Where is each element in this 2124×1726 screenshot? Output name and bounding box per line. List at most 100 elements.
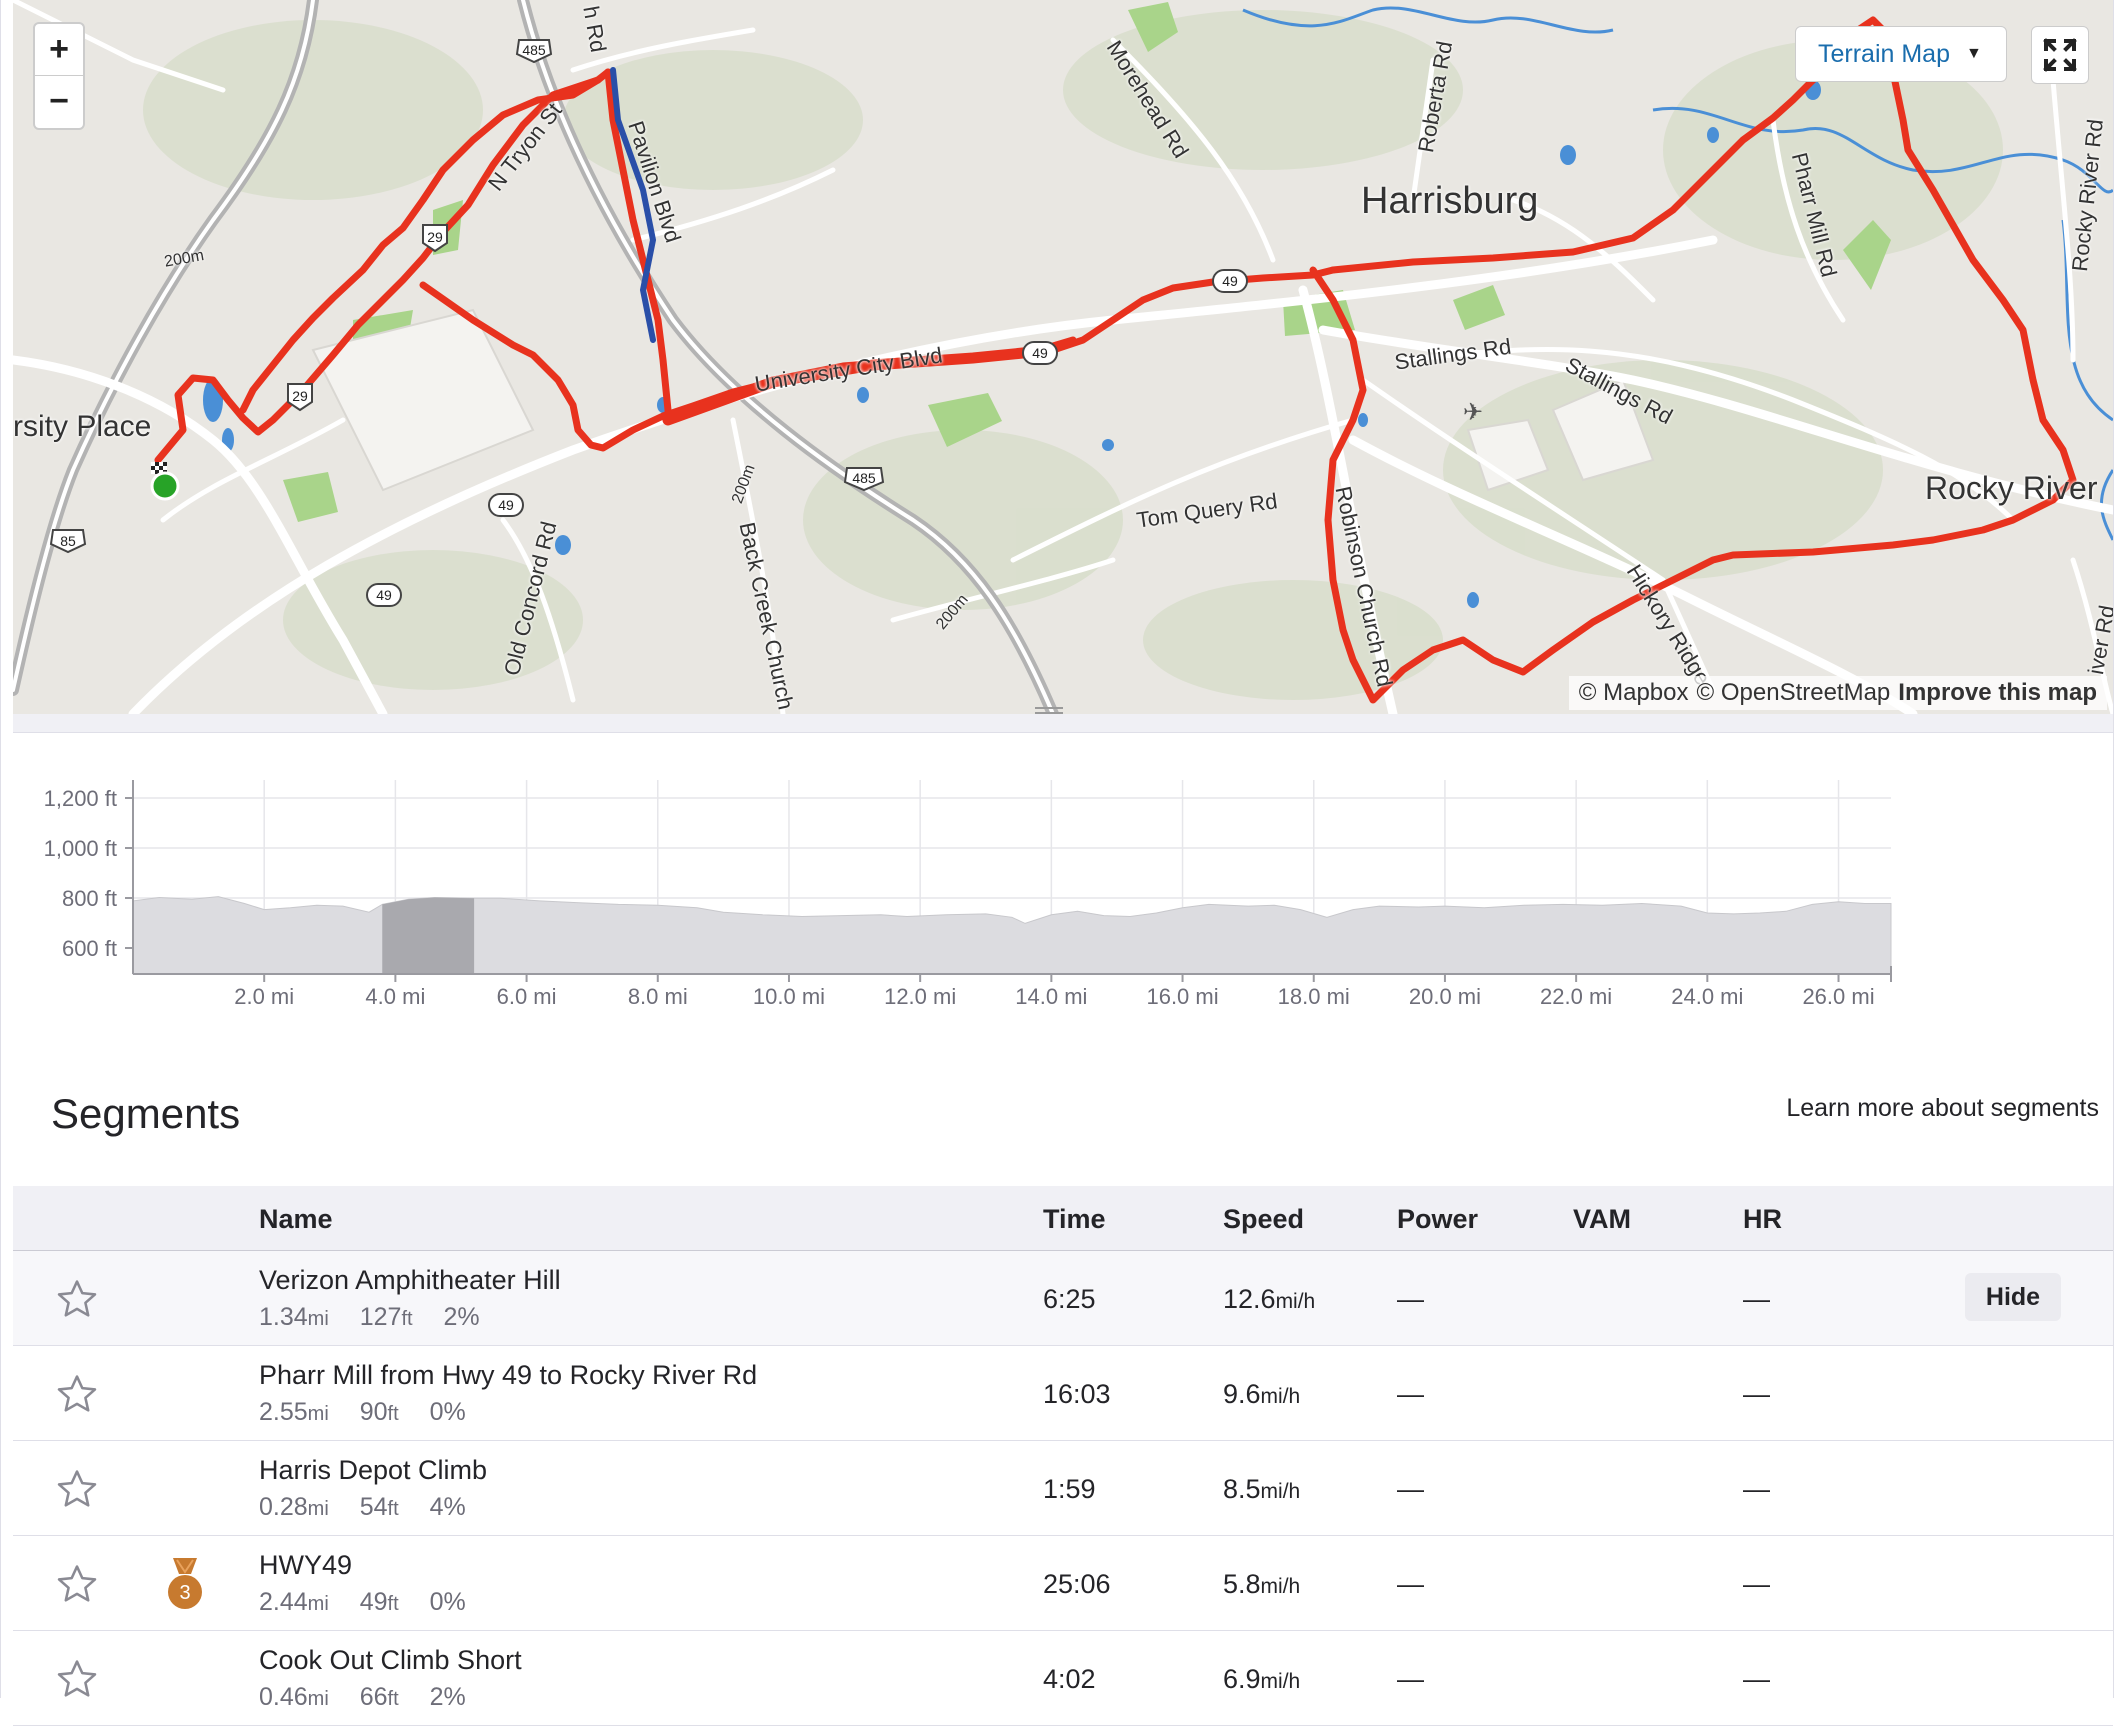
- segments-table: Name Time Speed Power VAM HR Verizon Amp…: [13, 1186, 2113, 1726]
- segment-power: —: [1397, 1474, 1424, 1504]
- segment-hr: —: [1743, 1379, 1770, 1409]
- zoom-in-button[interactable]: +: [49, 30, 69, 68]
- elevation-y-tick-label: 600 ft: [62, 936, 117, 961]
- star-icon[interactable]: [55, 1657, 99, 1701]
- segment-distance: 2.44: [259, 1588, 308, 1616]
- svg-text:49: 49: [498, 497, 514, 513]
- svg-text:49: 49: [376, 587, 392, 603]
- map-canvas[interactable]: ✈ 485 485 29 29 49 49 85 49 49: [13, 0, 2113, 714]
- elevation-x-tick-label: 12.0 mi: [884, 984, 956, 1009]
- segment-distance: 0.46: [259, 1683, 308, 1711]
- elevation-x-tick-label: 24.0 mi: [1671, 984, 1743, 1009]
- segment-name-link[interactable]: HWY49: [259, 1550, 353, 1580]
- elevation-x-tick-label: 14.0 mi: [1015, 984, 1087, 1009]
- segment-speed: 9.6mi/h: [1223, 1379, 1300, 1410]
- segment-elevation-unit: ft: [387, 1403, 399, 1425]
- segment-name-link[interactable]: Cook Out Climb Short: [259, 1645, 522, 1675]
- star-icon[interactable]: [55, 1372, 99, 1416]
- segment-grade: 0%: [429, 1588, 466, 1616]
- shield-i485-mid: 485: [843, 467, 885, 492]
- hide-segment-button[interactable]: Hide: [1965, 1273, 2061, 1321]
- segment-row[interactable]: 3 HWY49 2.44mi 49ft 0% 25:06 5.8mi/h — —: [13, 1536, 2113, 1631]
- segment-power: —: [1397, 1569, 1424, 1599]
- zoom-out-button[interactable]: −: [35, 75, 83, 127]
- segment-name-link[interactable]: Harris Depot Climb: [259, 1455, 488, 1485]
- shield-us29-b: 29: [287, 383, 313, 412]
- elevation-x-tick-label: 6.0 mi: [497, 984, 557, 1009]
- segments-table-body: Verizon Amphitheater Hill 1.34mi 127ft 2…: [13, 1251, 2113, 1726]
- column-time[interactable]: Time: [1043, 1204, 1106, 1234]
- segment-stats: 2.55mi 90ft 0%: [259, 1398, 490, 1427]
- column-speed[interactable]: Speed: [1223, 1204, 1305, 1234]
- segment-time: 6:25: [1043, 1284, 1096, 1314]
- star-icon[interactable]: [55, 1562, 99, 1606]
- segment-speed-unit: mi/h: [1260, 1480, 1301, 1503]
- map-resize-bar[interactable]: [13, 714, 2113, 733]
- label-university-place: rsity Place: [13, 410, 152, 443]
- segment-hr: —: [1743, 1284, 1770, 1314]
- elevation-y-tick-label: 1,000 ft: [44, 836, 117, 861]
- segment-name-link[interactable]: Verizon Amphitheater Hill: [259, 1265, 561, 1295]
- segment-speed: 5.8mi/h: [1223, 1569, 1300, 1600]
- segment-speed-value: 9.6: [1223, 1379, 1261, 1409]
- svg-text:485: 485: [852, 470, 876, 486]
- elevation-chart[interactable]: 1,200 ft 1,000 ft 800 ft 600 ft 2.0 mi 4.0 mi…: [1, 740, 2113, 1040]
- segment-elevation: 54: [359, 1493, 388, 1521]
- label-harrisburg: Harrisburg: [1361, 180, 1539, 222]
- svg-text:485: 485: [522, 42, 546, 58]
- resize-handle-icon[interactable]: [1029, 704, 1069, 718]
- segment-elevation-unit: ft: [387, 1498, 399, 1520]
- segment-grade: 2%: [443, 1303, 480, 1331]
- elevation-x-tick-label: 26.0 mi: [1802, 984, 1874, 1009]
- segment-elevation: 49: [359, 1588, 388, 1616]
- svg-text:85: 85: [60, 533, 76, 549]
- segment-grade: 2%: [429, 1683, 466, 1711]
- elevation-x-tick-label: 22.0 mi: [1540, 984, 1612, 1009]
- segment-elevation: 90: [359, 1398, 388, 1426]
- fullscreen-button[interactable]: [2031, 26, 2089, 84]
- segment-distance: 2.55: [259, 1398, 308, 1426]
- column-hr[interactable]: HR: [1743, 1204, 1782, 1234]
- learn-more-segments-link[interactable]: Learn more about segments: [1786, 1094, 2099, 1122]
- elevation-x-tick-label: 20.0 mi: [1409, 984, 1481, 1009]
- medal-rank: 3: [179, 1582, 190, 1604]
- finish-flag-icon: [151, 462, 167, 474]
- segment-elevation-unit: ft: [387, 1688, 399, 1710]
- mapbox-attribution-link[interactable]: © Mapbox: [1578, 679, 1689, 706]
- star-icon[interactable]: [55, 1467, 99, 1511]
- map-type-label: Terrain Map: [1818, 39, 1950, 68]
- star-icon[interactable]: [55, 1277, 99, 1321]
- segment-name-link[interactable]: Pharr Mill from Hwy 49 to Rocky River Rd: [259, 1360, 758, 1390]
- segment-power: —: [1397, 1284, 1424, 1314]
- route-map[interactable]: ✈ 485 485 29 29 49 49 85 49 49 rsity Pla…: [13, 0, 2113, 714]
- segment-power: —: [1397, 1664, 1424, 1694]
- column-vam[interactable]: VAM: [1573, 1204, 1631, 1234]
- segment-grade: 4%: [429, 1493, 466, 1521]
- elevation-x-tick-label: 2.0 mi: [234, 984, 294, 1009]
- map-type-dropdown[interactable]: Terrain Map ▼: [1795, 26, 2007, 82]
- improve-map-link[interactable]: Improve this map: [1898, 679, 2097, 706]
- osm-attribution-link[interactable]: © OpenStreetMap: [1696, 679, 1891, 706]
- segment-row[interactable]: Pharr Mill from Hwy 49 to Rocky River Rd…: [13, 1346, 2113, 1441]
- shield-route49-c: 49: [1022, 341, 1058, 365]
- segment-speed: 6.9mi/h: [1223, 1664, 1300, 1695]
- svg-text:29: 29: [292, 388, 308, 404]
- segment-hr: —: [1743, 1664, 1770, 1694]
- column-power[interactable]: Power: [1397, 1204, 1479, 1234]
- segment-distance: 1.34: [259, 1303, 308, 1331]
- segment-row[interactable]: Verizon Amphitheater Hill 1.34mi 127ft 2…: [13, 1251, 2113, 1346]
- elevation-highlight-segment: [382, 897, 475, 974]
- elevation-x-tick-label: 8.0 mi: [628, 984, 688, 1009]
- segment-speed-value: 6.9: [1223, 1664, 1261, 1694]
- segment-row[interactable]: Cook Out Climb Short 0.46mi 66ft 2% 4:02…: [13, 1631, 2113, 1726]
- shield-i85: 85: [49, 529, 87, 554]
- elevation-x-tick-label: 18.0 mi: [1278, 984, 1350, 1009]
- caret-down-icon: ▼: [1966, 45, 1982, 62]
- column-name[interactable]: Name: [259, 1204, 333, 1234]
- segment-speed-unit: mi/h: [1260, 1385, 1301, 1408]
- svg-text:49: 49: [1222, 273, 1238, 289]
- segment-distance-unit: mi: [307, 1308, 329, 1330]
- elevation-svg[interactable]: 1,200 ft 1,000 ft 800 ft 600 ft 2.0 mi 4.0 mi…: [1, 740, 2113, 1040]
- segment-row[interactable]: Harris Depot Climb 0.28mi 54ft 4% 1:59 8…: [13, 1441, 2113, 1536]
